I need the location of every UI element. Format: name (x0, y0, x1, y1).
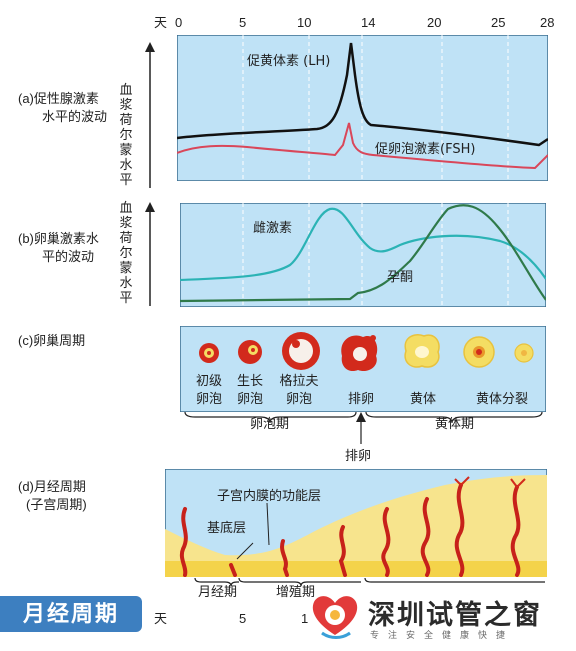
ovulation-icon (341, 335, 378, 372)
functional-layer-label: 子宫内膜的功能层 (217, 488, 321, 504)
stage-growing-label: 生长 卵泡 (236, 373, 263, 406)
degenerating-corpus-icon (463, 336, 534, 368)
fsh-curve (177, 122, 548, 170)
lh-curve (177, 42, 548, 147)
panel-a-y-label: 血 浆 荷 尔 蒙 水 平 (119, 82, 133, 187)
growing-follicle-icon (238, 340, 262, 364)
watermark-title: 深圳试管之窗 (368, 600, 542, 630)
panel-d-label-line1: (d)月经周期 (18, 479, 86, 494)
panel-a-y-arrow (145, 42, 155, 188)
stage-graafian-label: 格拉夫 卵泡 (279, 373, 319, 406)
watermark-logo-icon (312, 596, 358, 639)
panel-b-y-label: 血 浆 荷 尔 蒙 水 平 (119, 200, 133, 305)
panel-d-endometrium: 子宫内膜的功能层 基底层 (165, 469, 547, 577)
watermark-subtitle: 专注安全健康快捷 (370, 630, 515, 640)
panel-b-chart: 雌激素 孕酮 (180, 203, 546, 307)
cycle-banner: 月经周期 (0, 596, 142, 632)
lh-label: 促黄体素 (LH) (247, 54, 330, 69)
panel-b-label-line2: 平的波动 (42, 249, 95, 264)
corpus-luteum-icon (404, 334, 440, 368)
tick-28: 28 (540, 15, 555, 30)
bottom-tick-5: 5 (239, 611, 247, 626)
panel-b-y-arrow (145, 202, 155, 306)
bottom-day-unit-label: 天 (154, 611, 168, 626)
estrogen-label: 雌激素 (253, 220, 292, 236)
stage-corpus-label: 黄体 (409, 391, 436, 406)
progesterone-curve (180, 204, 546, 303)
luteal-phase-label: 黄体期 (435, 416, 475, 431)
basal-layer-label: 基底层 (207, 520, 246, 536)
stage-degenerating-label: 黄体分裂 (475, 391, 528, 406)
ovulation-arrow-label: 排卵 (345, 448, 372, 463)
tick-5: 5 (239, 15, 247, 30)
panel-b-label-line1: (b)卵巢激素水 (18, 231, 99, 246)
follicular-phase-label: 卵泡期 (250, 416, 290, 431)
tick-20: 20 (427, 15, 442, 30)
stage-primary-label: 初级 卵泡 (195, 373, 222, 406)
spiral-arteries (179, 483, 521, 577)
ovarian-phase-brackets (184, 411, 543, 444)
bottom-tick-1: 1 (301, 611, 309, 626)
panel-c-ovary-box (180, 326, 546, 412)
stage-ovulation-label: 排卵 (347, 391, 374, 406)
progesterone-label: 孕酮 (387, 270, 413, 285)
panel-a-label-line2: 水平的波动 (42, 109, 108, 124)
panel-a-chart: 促黄体素 (LH) 促卵泡激素(FSH) (177, 35, 548, 181)
panel-c-label: (c)卵巢周期 (18, 333, 86, 348)
graafian-follicle-icon (282, 332, 320, 370)
tick-14: 14 (361, 15, 376, 30)
fsh-label: 促卵泡激素(FSH) (375, 142, 475, 157)
tick-10: 10 (297, 15, 312, 30)
panel-a-label-line1: (a)促性腺激素 (18, 91, 99, 106)
uterine-phase-brackets (194, 577, 545, 587)
day-unit-label: 天 (154, 15, 168, 30)
tick-0: 0 (175, 15, 183, 30)
tick-25: 25 (491, 15, 506, 30)
menstrual-phase-label: 月经期 (198, 584, 238, 599)
proliferative-phase-label: 增殖期 (276, 584, 316, 599)
primary-follicle-icon (199, 343, 219, 363)
functional-layer (165, 475, 547, 577)
panel-d-label-line2: (子宫周期) (26, 497, 87, 512)
estrogen-curve (180, 207, 546, 282)
basal-layer (165, 561, 547, 577)
